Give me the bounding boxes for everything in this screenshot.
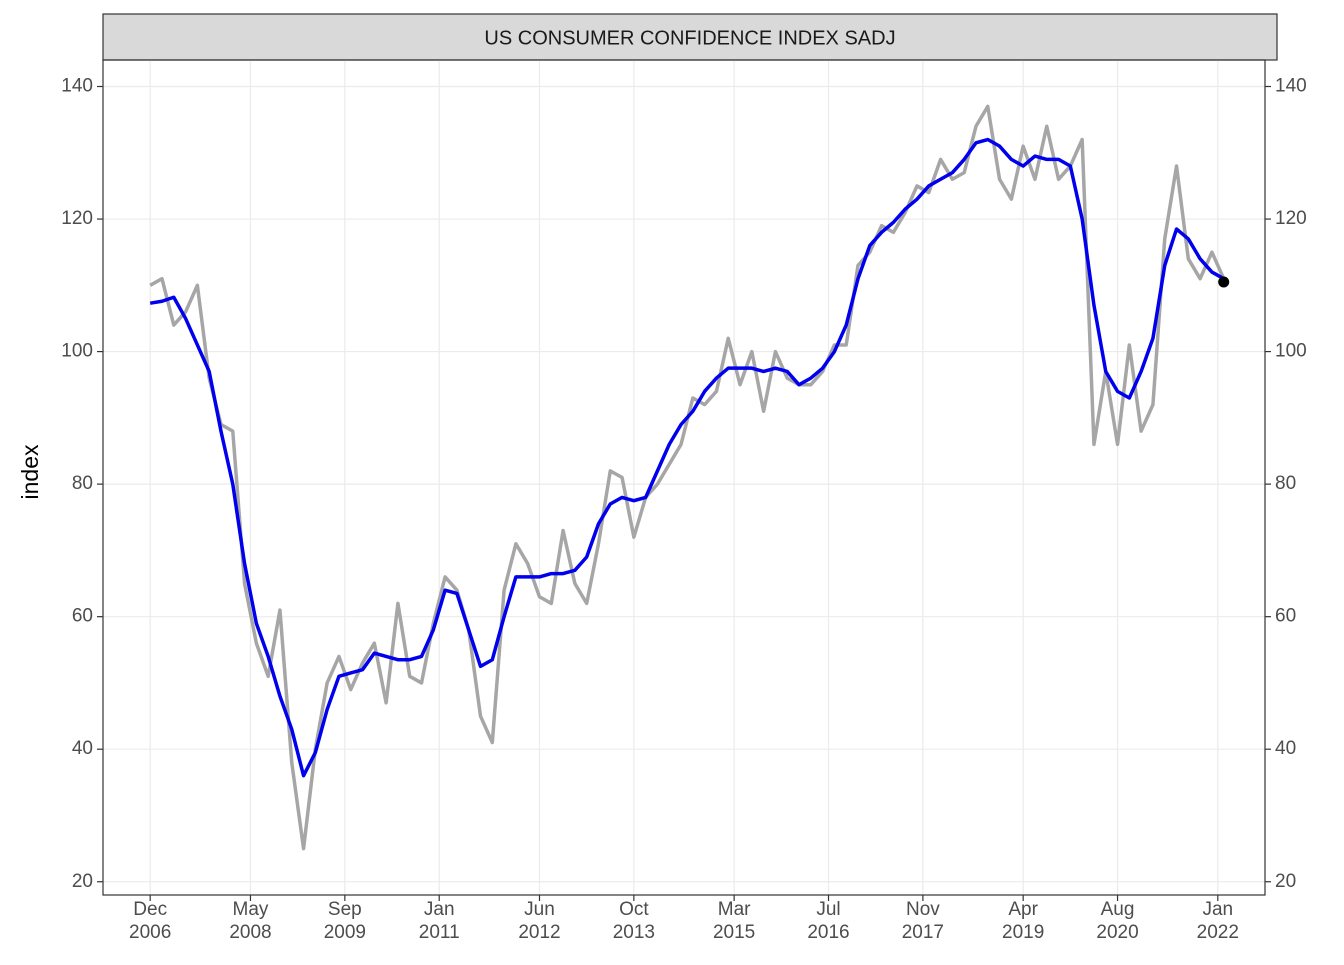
x-tick-label: Nov 2017 xyxy=(902,899,944,943)
x-tick-label: Oct 2013 xyxy=(613,899,655,943)
y-tick-label: 60 xyxy=(72,606,93,627)
x-tick-label: May 2008 xyxy=(229,899,271,943)
y2-tick-label: 20 xyxy=(1275,871,1296,892)
chart-title: US CONSUMER CONFIDENCE INDEX SADJ xyxy=(484,27,895,49)
title-strip xyxy=(102,13,1278,61)
y2-tick-label: 40 xyxy=(1275,738,1296,759)
x-tick-label: Dec 2006 xyxy=(129,899,171,943)
y2-tick-label: 60 xyxy=(1275,606,1296,627)
x-tick-label: Aug 2020 xyxy=(1096,899,1138,943)
x-tick-label: Sep 2009 xyxy=(324,899,366,943)
y-axis-label: index xyxy=(17,444,43,499)
last-point xyxy=(1218,276,1230,288)
y-tick-label: 120 xyxy=(61,208,93,229)
series-line xyxy=(149,137,1225,778)
x-tick-label: Jun 2012 xyxy=(518,899,560,943)
y-tick-label: 80 xyxy=(72,473,93,494)
y2-tick-label: 120 xyxy=(1275,208,1307,229)
x-tick-label: Jan 2022 xyxy=(1197,899,1239,943)
x-tick-label: Jan 2011 xyxy=(419,899,460,943)
y-tick-label: 100 xyxy=(61,341,93,362)
y2-tick-label: 100 xyxy=(1275,341,1307,362)
panel-border xyxy=(102,59,1266,896)
y-tick-label: 40 xyxy=(72,738,93,759)
y-tick-label: 140 xyxy=(61,76,93,97)
x-tick-label: Mar 2015 xyxy=(713,899,755,943)
y2-tick-label: 140 xyxy=(1275,76,1307,97)
x-tick-label: Jul 2016 xyxy=(807,899,849,943)
x-tick-label: Apr 2019 xyxy=(1002,899,1044,943)
y2-tick-label: 80 xyxy=(1275,473,1296,494)
y-tick-label: 20 xyxy=(72,871,93,892)
series-line xyxy=(149,104,1226,851)
